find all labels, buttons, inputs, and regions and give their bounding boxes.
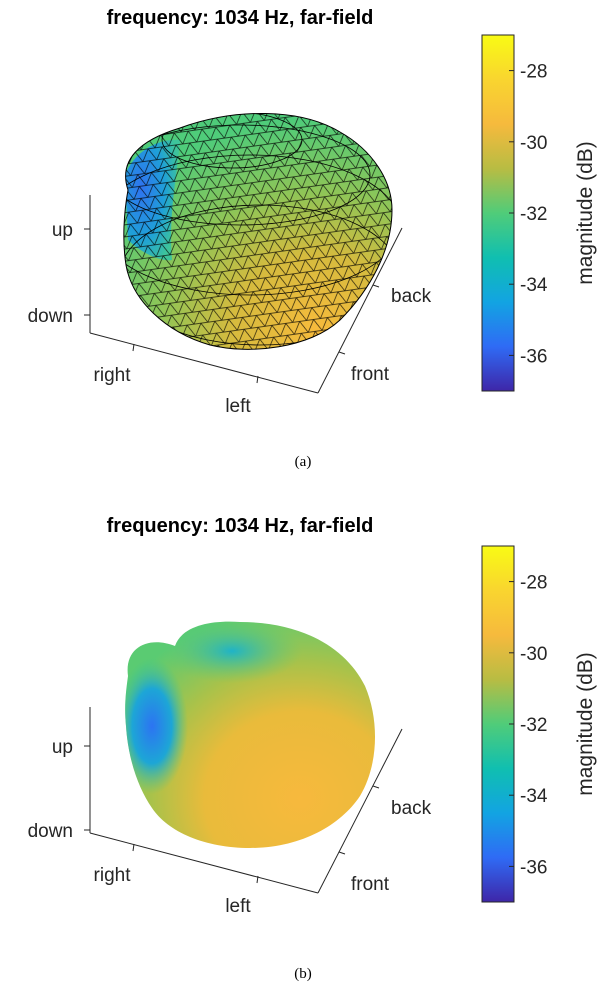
panel-a: frequency: 1034 Hz, far-field up down ri… bbox=[0, 0, 606, 480]
colorbar-tick-label: -30 bbox=[520, 133, 547, 154]
colorbar-tick-label: -30 bbox=[520, 644, 547, 665]
colorbar-ticks: -28 -30 -32 -34 -36 bbox=[509, 573, 548, 878]
balloon-surface bbox=[123, 113, 393, 350]
balloon-top-region bbox=[162, 621, 302, 683]
caption-a: (a) bbox=[294, 454, 312, 470]
y-axis-line bbox=[317, 728, 403, 894]
tick-label-down: down bbox=[28, 821, 73, 842]
tick-label-front: front bbox=[351, 364, 390, 385]
tick-label-back: back bbox=[391, 798, 432, 819]
colorbar-tick-label: -32 bbox=[520, 204, 547, 225]
tick-label-up: up bbox=[52, 737, 73, 758]
balloon-outline bbox=[123, 113, 393, 350]
tick-label-right: right bbox=[94, 365, 132, 386]
mesh-ring-3 bbox=[123, 154, 393, 296]
mesh-ring-2 bbox=[123, 124, 371, 226]
panel-b: frequency: 1034 Hz, far-field up down ri… bbox=[0, 496, 606, 993]
tick-label-right: right bbox=[94, 865, 132, 886]
chart-a: frequency: 1034 Hz, far-field up down ri… bbox=[28, 7, 597, 417]
colorbar-tick-label: -34 bbox=[520, 786, 548, 807]
tick-label-up: up bbox=[52, 220, 73, 241]
mesh-pattern bbox=[123, 113, 393, 350]
tick-label-back: back bbox=[391, 286, 432, 307]
tick-label-left: left bbox=[225, 896, 251, 917]
colorbar bbox=[481, 545, 515, 903]
chart-title: frequency: 1034 Hz, far-field bbox=[107, 7, 374, 29]
tick-label-down: down bbox=[28, 306, 73, 327]
colorbar-tick-label: -36 bbox=[520, 346, 547, 367]
caption-b: (b) bbox=[294, 966, 312, 982]
colorbar-ticks: -28 -30 -32 -34 -36 bbox=[509, 62, 548, 367]
colorbar-label: magnitude (dB) bbox=[574, 141, 597, 285]
x-axis-line bbox=[89, 332, 319, 394]
axis-ticks bbox=[84, 228, 380, 384]
axes-box bbox=[89, 707, 403, 894]
mesh-ring-4 bbox=[123, 204, 393, 346]
tick-label-front: front bbox=[351, 874, 390, 895]
x-axis-line bbox=[89, 832, 319, 894]
colorbar-tick-label: -28 bbox=[520, 62, 547, 83]
chart-b: frequency: 1034 Hz, far-field up down ri… bbox=[28, 515, 597, 917]
mesh-ring-1 bbox=[161, 113, 303, 169]
colorbar-tick-label: -32 bbox=[520, 715, 547, 736]
colorbar-label: magnitude (dB) bbox=[574, 652, 597, 796]
axis-ticks bbox=[84, 745, 380, 884]
y-axis-line bbox=[317, 227, 403, 394]
colorbar-tick-label: -36 bbox=[520, 857, 547, 878]
balloon-blue-region bbox=[125, 658, 188, 794]
axes-box bbox=[89, 195, 403, 394]
chart-title: frequency: 1034 Hz, far-field bbox=[107, 515, 374, 537]
balloon-surface bbox=[125, 621, 376, 848]
colorbar-tick-label: -34 bbox=[520, 275, 548, 296]
tick-label-left: left bbox=[225, 396, 251, 417]
colorbar-tick-label: -28 bbox=[520, 573, 547, 594]
balloon-body bbox=[125, 621, 376, 848]
